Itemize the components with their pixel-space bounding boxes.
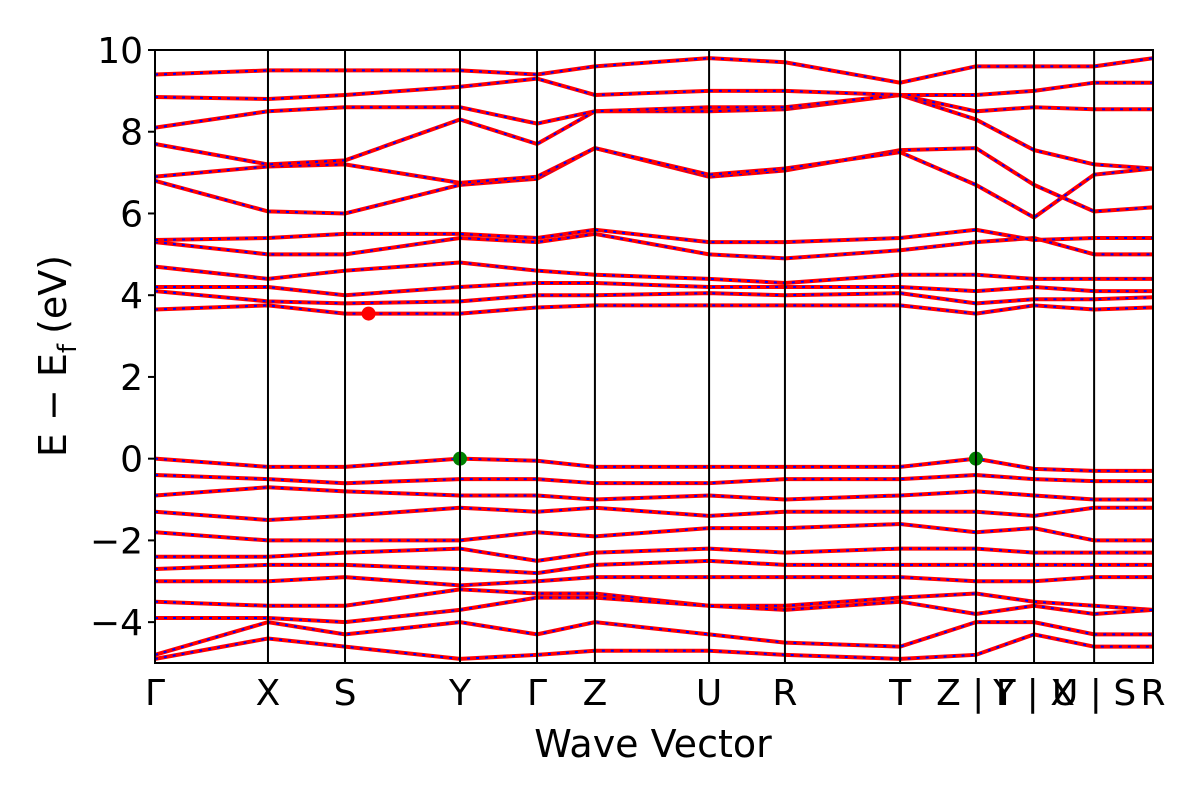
band-line: [155, 505, 1153, 522]
band-line: [155, 485, 1153, 502]
band-line-dash: [155, 261, 1153, 284]
x-tick-label: Z: [583, 673, 608, 714]
y-tick-label: 4: [120, 276, 143, 317]
band-line: [155, 575, 1153, 588]
band-line: [155, 56, 1153, 85]
x-tick-label: U | S: [1052, 673, 1136, 714]
x-tick-label: R: [772, 673, 797, 714]
y-tick-label: 6: [120, 194, 143, 235]
band-line: [155, 587, 1153, 612]
x-tick-label: Y: [448, 673, 472, 714]
band-line: [155, 145, 1153, 216]
band-line: [155, 632, 1153, 661]
x-tick-label: X: [256, 673, 281, 714]
x-tick-label: S: [334, 673, 357, 714]
y-tick-label: 0: [120, 440, 143, 481]
x-axis-label: Wave Vector: [534, 722, 772, 766]
band-line: [155, 289, 1153, 306]
x-tick-label: U: [696, 673, 722, 714]
band-line: [155, 595, 1153, 625]
y-label-sub: f: [53, 343, 83, 353]
x-tick-label: Y | X: [992, 673, 1075, 714]
band-line-dash: [155, 147, 1153, 215]
plot-frame: [154, 49, 1154, 664]
band-line: [155, 546, 1153, 563]
band-line: [155, 558, 1153, 576]
x-tick-label: Z | Γ: [936, 673, 1016, 714]
band-line: [155, 145, 1153, 220]
band-line-dash: [155, 147, 1153, 219]
y-tick-label: −4: [90, 603, 143, 644]
y-tick-label: −2: [90, 521, 143, 562]
band-line: [155, 303, 1153, 316]
extremum-point: [361, 306, 376, 321]
y-axis-label: E − Ef (eV): [31, 255, 83, 457]
band-line: [155, 76, 1153, 102]
x-tick-label: Γ: [527, 673, 547, 714]
x-tick-label: R: [1140, 673, 1165, 714]
x-tick-label: T: [888, 673, 912, 714]
band-line: [155, 92, 1153, 171]
y-tick-label: 8: [120, 113, 143, 154]
y-tick-label: 10: [97, 31, 143, 72]
y-label-main: E − E: [31, 353, 75, 457]
y-tick-label: 2: [120, 358, 143, 399]
y-label-unit: (eV): [31, 255, 75, 334]
band-line: [155, 522, 1153, 543]
band-line: [155, 260, 1153, 285]
x-tick-label: Γ: [145, 673, 165, 714]
plot-area: [155, 56, 1153, 661]
band-line: [155, 456, 1153, 473]
